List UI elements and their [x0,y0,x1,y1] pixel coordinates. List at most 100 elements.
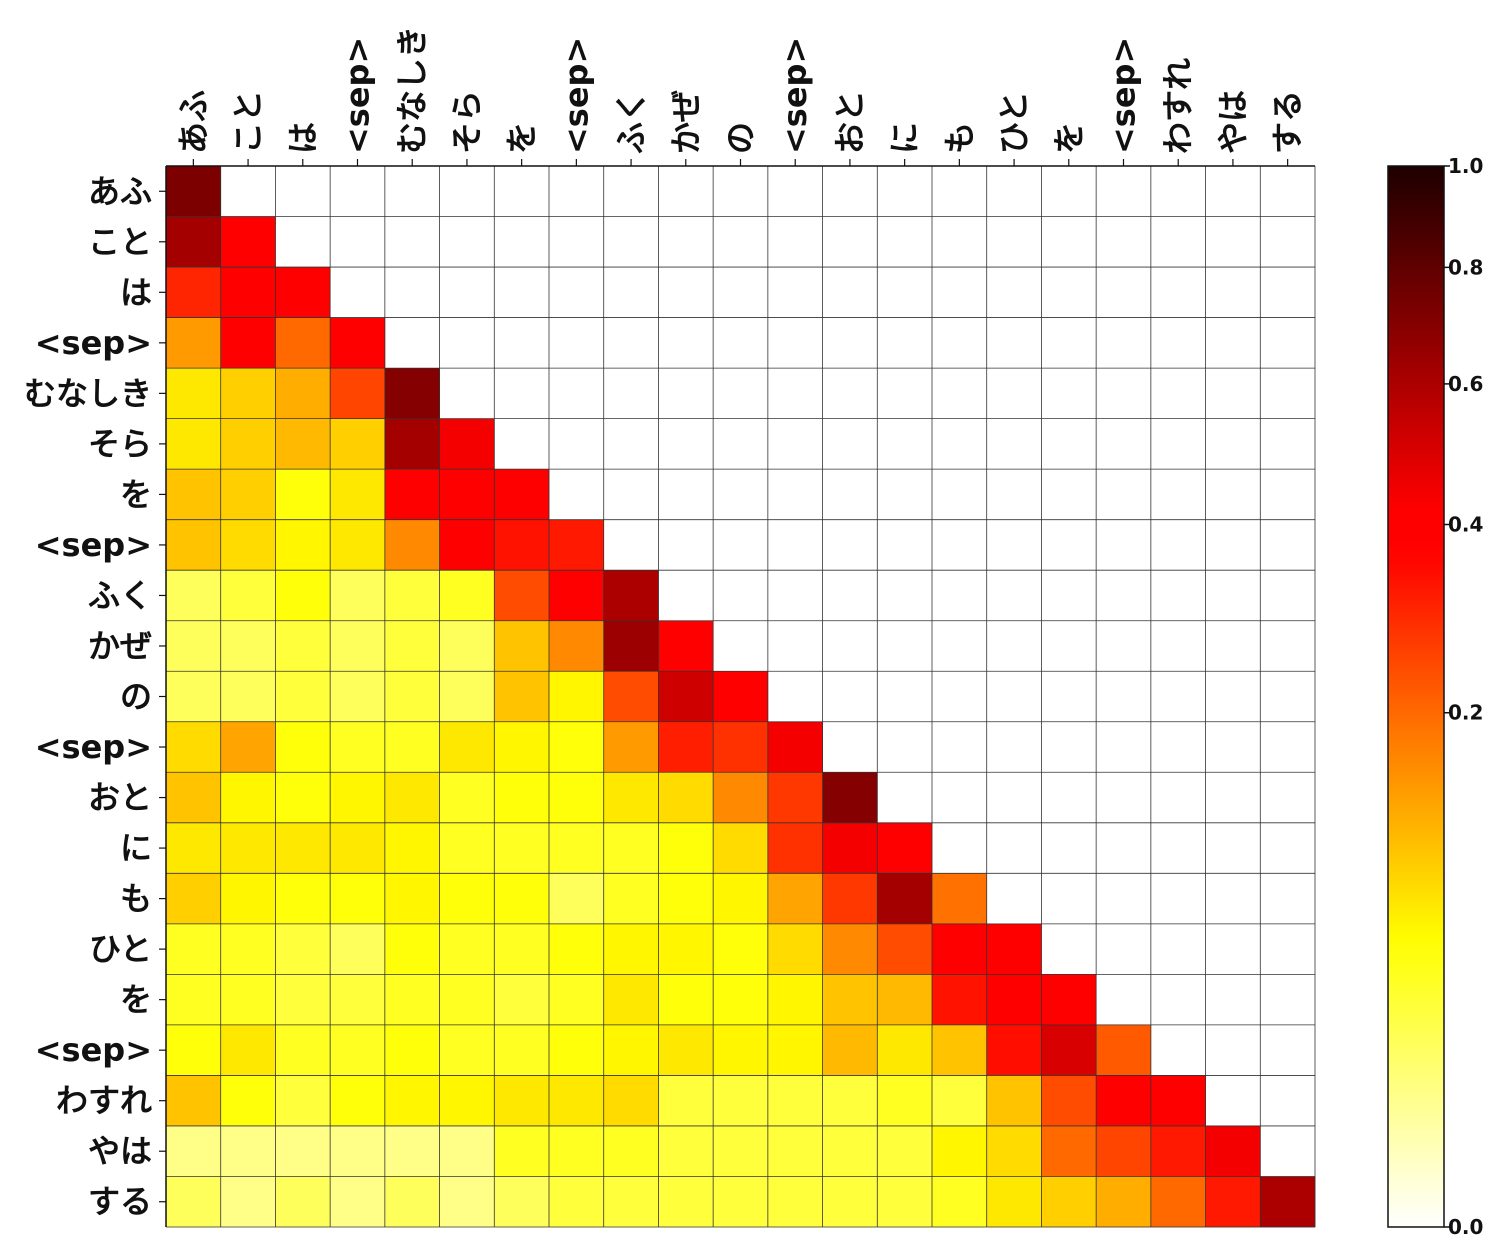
heatmap-cell [1096,1125,1152,1177]
heatmap-cell [330,721,386,773]
heatmap-cell [549,1024,605,1076]
y-tick-label: やは [88,1132,152,1170]
heatmap-cell [220,620,276,672]
heatmap-cell [166,721,222,773]
heatmap-cell [384,822,440,874]
y-tick-label: そら [88,425,152,463]
heatmap-cell [166,620,222,672]
heatmap-cell [220,570,276,622]
heatmap-cell [767,974,823,1026]
x-tick-label: ひと [995,91,1033,154]
heatmap-cell [330,873,386,925]
heatmap-cell [275,974,331,1026]
heatmap-cell [220,822,276,874]
heatmap-cell [330,418,386,470]
heatmap-cell [384,1024,440,1076]
heatmap-cell [275,873,331,925]
heatmap-cell [603,873,659,925]
heatmap-cell [549,519,605,571]
heatmap-cell [330,1075,386,1127]
heatmap-cell [986,1075,1042,1127]
heatmap-cell [658,772,714,824]
heatmap-cell [549,1176,605,1228]
heatmap-cell [275,418,331,470]
heatmap-cells [166,166,1316,1228]
colorbar-tick-label: 0.8 [1448,255,1483,279]
heatmap-cell [330,1176,386,1228]
heatmap-cell [713,671,769,723]
heatmap-cell [384,519,440,571]
heatmap-cell [767,923,823,975]
heatmap-cell [220,923,276,975]
heatmap-cell [767,1024,823,1076]
heatmap-cell [384,418,440,470]
heatmap-cell [877,822,933,874]
heatmap-cell [384,772,440,824]
heatmap-cell [986,923,1042,975]
heatmap-cell [877,1024,933,1076]
x-tick-label: かぜ [667,90,705,154]
heatmap-cell [877,974,933,1026]
heatmap-cell [603,1176,659,1228]
heatmap-cell [275,721,331,773]
heatmap-cell [877,923,933,975]
x-tick-label: むなしき [393,26,431,154]
heatmap-cell [549,974,605,1026]
heatmap-cell [166,1125,222,1177]
heatmap-cell [439,974,495,1026]
y-tick-label: ふく [88,576,152,614]
heatmap-cell [220,519,276,571]
heatmap-cell [220,974,276,1026]
heatmap-cell [822,772,878,824]
y-tick-label: <sep> [35,324,152,362]
heatmap-cell [166,923,222,975]
x-tick-label: こと [229,90,267,154]
x-tick-label: <sep> [776,37,814,154]
heatmap-cell [494,671,550,723]
heatmap-cell [439,1024,495,1076]
heatmap-cell [384,721,440,773]
heatmap-cell [439,772,495,824]
heatmap-cell [822,1176,878,1228]
heatmap-cell [439,873,495,925]
heatmap-cell [275,822,331,874]
heatmap-cell [877,1125,933,1177]
heatmap-cell [932,1176,988,1228]
colorbar-tick-label: 1.0 [1448,154,1483,178]
heatmap-cell [658,1176,714,1228]
y-tick-label: わすれ [56,1082,152,1120]
heatmap-cell [658,1024,714,1076]
heatmap-cell [603,974,659,1026]
y-tick-label: する [88,1183,152,1221]
heatmap-cell [713,1075,769,1127]
y-tick-label: <sep> [35,526,152,564]
heatmap-cell [713,1176,769,1228]
heatmap-cell [767,1125,823,1177]
heatmap-cell [220,1024,276,1076]
heatmap-cell [494,519,550,571]
colorbar-tick-label: 0.4 [1448,513,1483,537]
heatmap-cell [658,620,714,672]
heatmap-cell [384,923,440,975]
heatmap-cell [220,721,276,773]
heatmap-cell [549,873,605,925]
heatmap-cell [658,822,714,874]
heatmap-cell [1205,1125,1261,1177]
x-tick-label: <sep> [339,37,377,154]
heatmap-cell [220,469,276,520]
x-tick-label: の [722,122,760,154]
heatmap-cell [932,974,988,1026]
heatmap-cell [220,1075,276,1127]
heatmap-cell [330,671,386,723]
heatmap-cell [932,1125,988,1177]
x-tick-label: あふ [174,90,212,154]
heatmap-cell [658,1075,714,1127]
heatmap-cell [439,469,495,520]
heatmap-cell [603,1075,659,1127]
heatmap-cell [220,216,276,268]
heatmap-cell [1260,1176,1316,1228]
heatmap-cell [275,1176,331,1228]
heatmap-cell [439,923,495,975]
heatmap-cell [767,1176,823,1228]
heatmap-cell [713,1125,769,1177]
